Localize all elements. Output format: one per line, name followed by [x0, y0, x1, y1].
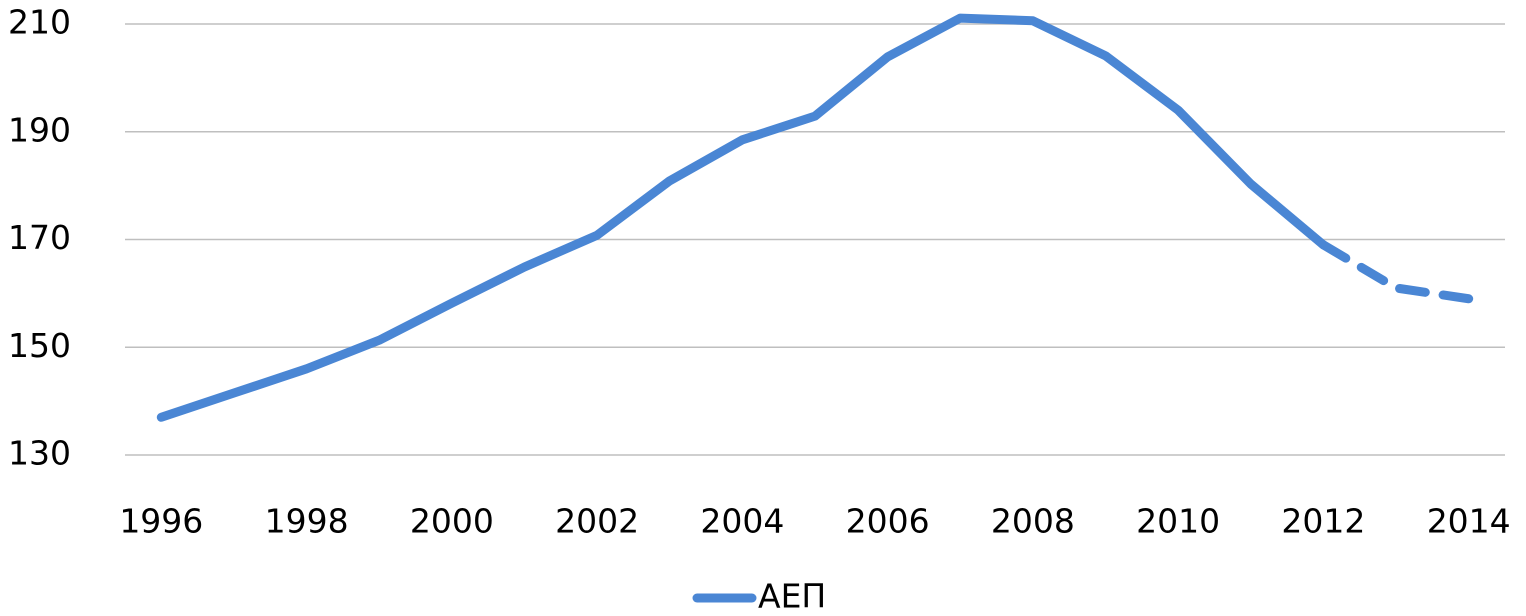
y-tick-label: 170: [8, 218, 71, 257]
x-tick-label: 2008: [991, 502, 1075, 541]
line-dashed: [1318, 240, 1474, 304]
y-tick-label: 190: [8, 110, 71, 149]
x-tick-label: 2014: [1427, 502, 1511, 541]
y-tick-label: 130: [8, 434, 71, 473]
legend-label: ΑΕΠ: [758, 577, 826, 616]
x-tick-label: 2002: [555, 502, 639, 541]
x-tick-label: 2000: [410, 502, 494, 541]
line: [156, 13, 1328, 422]
x-tick-label: 2004: [700, 502, 784, 541]
x-tick-label: 1996: [119, 502, 203, 541]
x-tick-label: 2006: [846, 502, 930, 541]
y-tick-label: 210: [8, 3, 71, 42]
x-tick-label: 1998: [265, 502, 349, 541]
x-tick-label: 2012: [1281, 502, 1365, 541]
y-tick-label: 150: [8, 326, 71, 365]
x-tick-label: 2010: [1136, 502, 1220, 541]
